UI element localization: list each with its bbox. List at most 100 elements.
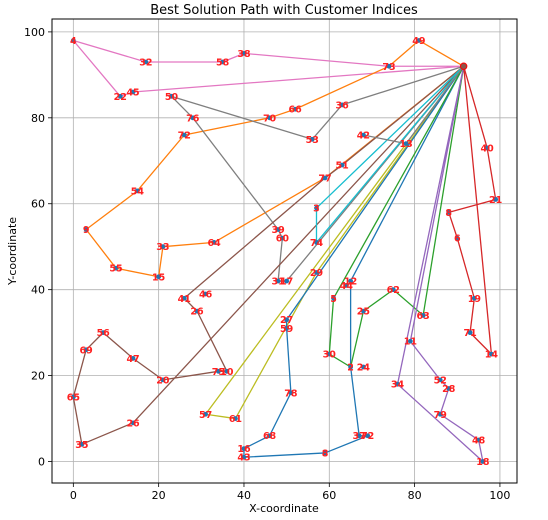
y-tick-label: 40 — [31, 284, 45, 297]
customer-index-label: 53 — [306, 135, 319, 146]
customer-index-label: 28 — [442, 384, 456, 395]
customer-index-label: 57 — [199, 410, 212, 421]
customer-point — [79, 441, 85, 447]
customer-point — [203, 411, 208, 417]
customer-index-label: 65 — [67, 393, 80, 404]
customer-point — [339, 162, 345, 168]
customer-index-label: 72 — [361, 431, 374, 442]
x-tick-label: 20 — [152, 489, 166, 502]
customer-point — [292, 106, 298, 112]
customer-point — [437, 411, 443, 417]
customer-index-label: 11 — [404, 337, 417, 348]
customer-point — [275, 227, 281, 232]
customer-index-label: 52 — [434, 375, 447, 386]
customer-point — [322, 175, 328, 181]
customer-index-label: 70 — [263, 113, 277, 124]
customer-index-label: 25 — [357, 307, 370, 318]
y-tick-label: 20 — [31, 370, 45, 383]
customer-point — [361, 308, 366, 314]
customer-index-label: 36 — [335, 100, 349, 111]
customer-point — [322, 450, 328, 456]
customer-point — [181, 132, 187, 138]
customer-index-label: 78 — [284, 388, 298, 399]
customer-point — [390, 287, 396, 293]
customer-point — [284, 278, 290, 284]
customer-index-label: 2 — [347, 363, 354, 374]
customer-index-label: 66 — [289, 105, 303, 116]
customer-point — [361, 132, 366, 138]
customer-index-label: 17 — [280, 277, 293, 288]
x-tick-label: 40 — [237, 489, 251, 502]
customer-index-label: 14 — [485, 350, 499, 361]
customer-point — [70, 38, 76, 43]
customer-index-label: 48 — [472, 436, 486, 447]
customer-index-label: 9 — [83, 225, 90, 236]
route-line-2 — [85, 39, 465, 278]
customer-point — [100, 330, 106, 336]
customer-point — [284, 317, 290, 323]
route-line-9 — [396, 66, 484, 463]
y-axis-label: Y-coordinate — [6, 217, 19, 286]
customer-point — [130, 89, 136, 95]
customer-index-label: 44 — [340, 281, 354, 292]
customer-point — [220, 59, 226, 65]
customer-index-label: 24 — [357, 363, 371, 374]
customer-point — [420, 313, 426, 318]
x-ticks: 0 20 40 60 80 100 — [70, 483, 510, 502]
route-line-8 — [328, 65, 465, 368]
customer-point — [326, 351, 332, 357]
customer-point — [314, 270, 319, 275]
customer-index-label: 27 — [280, 315, 293, 326]
customer-index-label: 6 — [454, 234, 461, 245]
customer-index-label: 20 — [156, 375, 170, 386]
customer-point — [143, 59, 149, 65]
customer-point — [130, 356, 136, 361]
x-tick-label: 80 — [408, 489, 422, 502]
customer-point — [130, 420, 136, 426]
customer-index-label: 29 — [310, 268, 323, 279]
customer-index-label: 16 — [237, 444, 251, 455]
customer-point — [160, 377, 166, 383]
customer-index-label: 45 — [126, 88, 139, 99]
customer-point — [331, 295, 336, 301]
customer-index-label: 41 — [178, 294, 191, 305]
customer-index-label: 71 — [463, 328, 476, 339]
customer-point — [493, 197, 499, 202]
customer-point — [134, 188, 140, 194]
customer-point — [284, 325, 290, 331]
customer-point — [160, 244, 166, 250]
customer-index-label: 47 — [126, 354, 139, 365]
chart-title: Best Solution Path with Customer Indices — [150, 3, 418, 18]
customer-index-label: 59 — [280, 324, 293, 335]
customer-index-label: 39 — [271, 225, 284, 236]
points — [70, 38, 499, 464]
customer-index-label: 62 — [387, 285, 400, 296]
customer-point — [288, 390, 294, 396]
customer-point — [361, 364, 366, 370]
customer-point — [211, 240, 217, 245]
customer-index-label: 8 — [445, 208, 452, 219]
customer-point — [190, 115, 196, 121]
depot-point — [459, 62, 468, 70]
customer-point — [446, 209, 452, 215]
customer-point — [386, 63, 392, 69]
customer-index-label: 74 — [310, 238, 324, 249]
y-tick-label: 100 — [24, 26, 45, 39]
customer-point — [446, 386, 452, 391]
customer-index-label: 13 — [399, 139, 412, 150]
customer-point — [480, 459, 486, 464]
customer-point — [437, 377, 443, 383]
customer-point — [454, 235, 460, 241]
customer-index-label: 3 — [313, 204, 320, 215]
customer-index-label: 68 — [263, 431, 277, 442]
customer-point — [395, 381, 400, 387]
customer-index-label: 15 — [152, 272, 165, 283]
customer-index-label: 73 — [382, 62, 395, 73]
customer-point — [484, 145, 490, 151]
customer-index-label: 8 — [322, 448, 329, 459]
customer-point — [117, 93, 123, 99]
customer-index-label: 64 — [207, 238, 221, 249]
customer-point — [348, 364, 354, 370]
customer-point — [181, 295, 187, 301]
